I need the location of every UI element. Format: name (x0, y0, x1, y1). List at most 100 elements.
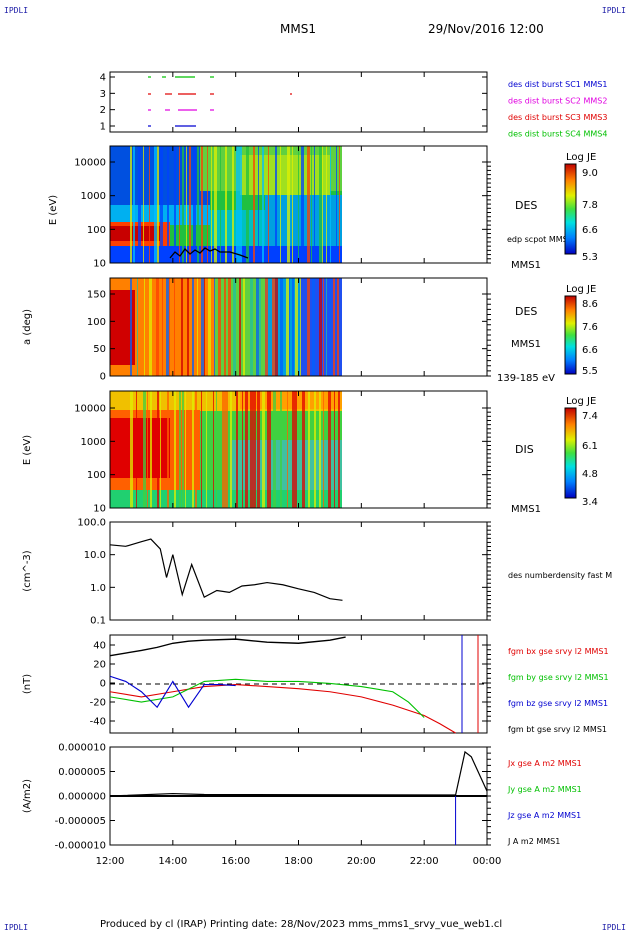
y-tick-label: 0 (100, 372, 106, 383)
bfield-series-line (109, 678, 425, 718)
cbar-tick: 6.6 (582, 345, 598, 356)
legend-entry: fgm bt gse srvy l2 MMS1 (508, 725, 607, 734)
y-tick-label: -0.000010 (55, 841, 106, 852)
corner-label-top-left: IPDLI (4, 6, 29, 15)
cbar-tick: 5.3 (582, 252, 598, 263)
legend-entry: des dist burst SC4 MMS4 (508, 130, 607, 139)
y-tick-label: 10000 (74, 404, 106, 415)
corner-label-bottom-right: IPDLI (601, 923, 626, 932)
des-energy-colorbar (564, 163, 577, 255)
y-tick-label: -20 (90, 698, 106, 709)
page-title: MMS1 (280, 22, 316, 36)
legend-entry: des dist burst SC1 MMS1 (508, 80, 607, 89)
footer-credit: Produced by cl (IRAP) Printing date: 28/… (100, 919, 503, 930)
dis-energy-sc-label: MMS1 (511, 504, 541, 515)
cbar-tick: 4.8 (582, 469, 598, 480)
legend-entry: J A m2 MMS1 (507, 837, 560, 846)
legend-entry: Jy gse A m2 MMS1 (507, 785, 582, 794)
cbar-tick: 5.5 (582, 366, 598, 377)
x-tick-label: 20:00 (347, 856, 376, 867)
cbar-tick: 8.6 (582, 299, 598, 310)
y-tick-label: 100 (87, 225, 106, 236)
current-series-line (109, 750, 488, 797)
y-tick-label: -0.000005 (55, 816, 106, 827)
legend-entry: fgm bx gse srvy l2 MMS1 (508, 647, 609, 656)
y-tick-label: 20 (93, 660, 106, 671)
x-tick-label: 22:00 (410, 856, 439, 867)
y-tick-label: 10 (93, 259, 106, 270)
corner-label-bottom-left: IPDLI (4, 923, 29, 932)
bfield-ylabel: (nT) (22, 674, 33, 694)
density-frame (109, 521, 488, 621)
des-pitch-label: DES (515, 305, 537, 318)
cbar-tick: 7.4 (582, 411, 598, 422)
page-date: 29/Nov/2016 12:00 (428, 22, 544, 36)
y-tick-label: 100 (87, 470, 106, 481)
x-tick-label: 18:00 (284, 856, 313, 867)
x-tick-label: 14:00 (158, 856, 187, 867)
y-tick-label: 0 (100, 679, 106, 690)
des-energy-colorbar-ticks: 9.0 7.8 6.6 5.3 (582, 168, 598, 263)
legend-entry: Jz gse A m2 MMS1 (507, 811, 581, 820)
des-energy-sc-label: MMS1 (511, 260, 541, 271)
des-scpot-line (169, 247, 249, 259)
y-tick-label: 2 (100, 105, 106, 116)
y-tick-label: 0.000000 (58, 792, 106, 803)
y-tick-label: 0.000010 (58, 743, 106, 754)
des-pitch-colorbar (564, 295, 577, 375)
dis-energy-spectrogram (110, 391, 342, 508)
cbar-tick: 7.8 (582, 200, 598, 211)
dis-energy-label: DIS (515, 443, 534, 456)
x-tick-label: 12:00 (96, 856, 125, 867)
legend-entry: des dist burst SC2 MMS2 (508, 97, 607, 106)
y-tick-label: 1 (100, 122, 106, 133)
y-tick-label: 3 (100, 89, 106, 100)
y-tick-label: 150 (87, 290, 106, 301)
density-ylabel: (cm^-3) (22, 550, 33, 591)
cbar-tick: 6.6 (582, 225, 598, 236)
y-tick-label: 10.0 (84, 550, 106, 561)
des-pitch-colorbar-title: Log JE (566, 284, 596, 295)
bfield-series-line (109, 683, 456, 734)
cbar-tick: 6.1 (582, 441, 598, 452)
y-tick-label: 1000 (81, 437, 106, 448)
y-tick-label: 10000 (74, 158, 106, 169)
des-pitch-sc-label: MMS1 (511, 339, 541, 350)
dis-energy-colorbar (564, 407, 577, 499)
y-tick-label: 100.0 (77, 518, 106, 529)
y-tick-label: 10 (93, 504, 106, 515)
density-series-line (109, 538, 343, 601)
y-tick-label: 0.1 (90, 616, 106, 627)
legend-entry: des dist burst SC3 MMS3 (508, 113, 607, 122)
des-scpot-label: edp scpot MMS1 (507, 235, 573, 244)
y-tick-label: 40 (93, 641, 106, 652)
corner-label-top-right: IPDLI (601, 6, 626, 15)
y-tick-label: 1.0 (90, 583, 106, 594)
legend-entry: fgm by gse srvy l2 MMS1 (508, 673, 609, 682)
des-energy-spectrogram (110, 146, 342, 263)
des-pitch-spectrogram (110, 278, 342, 376)
legend-entry: fgm bz gse srvy l2 MMS1 (508, 699, 608, 708)
cbar-tick: 3.4 (582, 497, 598, 508)
y-tick-label: 1000 (81, 191, 106, 202)
burst-panel-frame (109, 71, 488, 133)
bfield-series-line (109, 675, 236, 709)
burst-marks (148, 76, 292, 127)
cbar-tick: 7.6 (582, 322, 598, 333)
des-energy-ylabel: E (eV) (48, 195, 59, 225)
current-ylabel: (A/m2) (22, 779, 33, 813)
y-tick-label: -40 (90, 717, 106, 728)
des-pitch-ylabel: a (deg) (22, 309, 33, 345)
cbar-tick: 9.0 (582, 168, 598, 179)
des-pitch-range-label: 139-185 eV (497, 373, 555, 384)
y-tick-label: 4 (100, 73, 106, 84)
y-tick-label: 0.000005 (58, 767, 106, 778)
des-energy-label: DES (515, 199, 537, 212)
dis-energy-colorbar-title: Log JE (566, 396, 596, 407)
dis-energy-ylabel: E (eV) (22, 435, 33, 465)
y-tick-label: 100 (87, 317, 106, 328)
x-tick-label: 00:00 (473, 856, 502, 867)
y-tick-label: 50 (93, 344, 106, 355)
bfield-series-line (109, 636, 346, 657)
